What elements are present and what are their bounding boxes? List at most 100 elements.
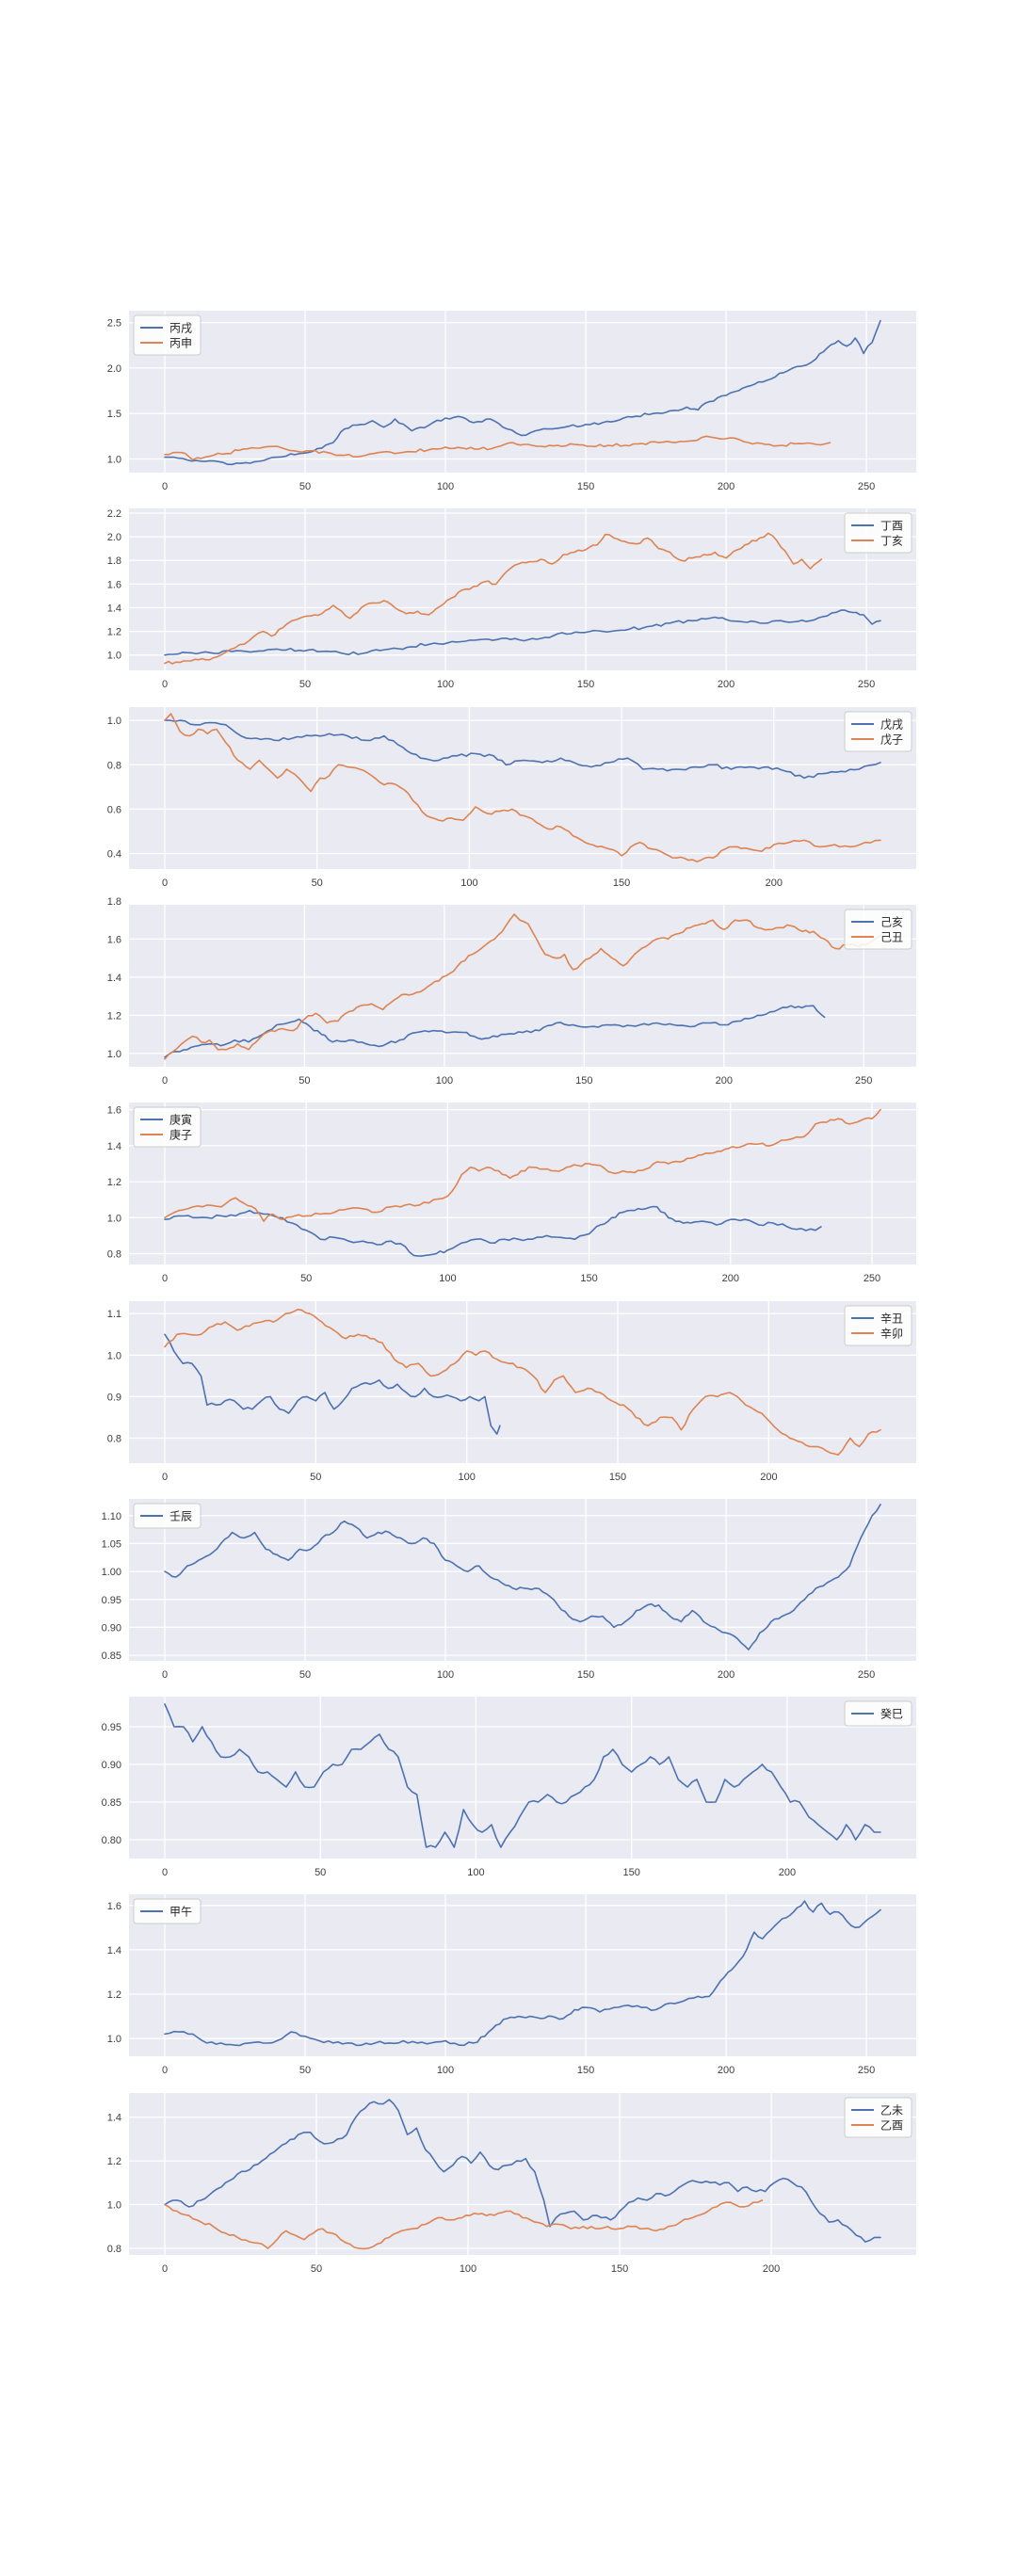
svg-text:200: 200 bbox=[722, 1273, 739, 1284]
svg-text:1.0: 1.0 bbox=[107, 716, 121, 727]
plot-area bbox=[129, 508, 916, 670]
svg-text:1.0: 1.0 bbox=[107, 455, 121, 466]
svg-text:2.0: 2.0 bbox=[107, 532, 121, 543]
svg-text:100: 100 bbox=[437, 2065, 454, 2076]
y-tick-labels: 1.1 1.0 0.9 0.8 bbox=[107, 1309, 121, 1444]
svg-text:150: 150 bbox=[580, 1273, 597, 1284]
chart-9: 1.6 1.4 1.2 1.0 0 50 100 150 200 250 甲午 bbox=[107, 1894, 916, 2076]
svg-text:100: 100 bbox=[467, 1867, 484, 1878]
svg-text:0.90: 0.90 bbox=[102, 1760, 121, 1771]
svg-text:1.05: 1.05 bbox=[102, 1538, 121, 1550]
grid bbox=[129, 508, 916, 670]
legend-label: 辛卯 bbox=[880, 1328, 903, 1341]
x-tick-labels: 0 50 100 150 200 250 bbox=[162, 1273, 880, 1284]
svg-text:100: 100 bbox=[437, 679, 454, 690]
chart-7: 1.10 1.05 1.00 0.95 0.90 0.85 0 50 100 150 200 250 壬… bbox=[102, 1499, 916, 1681]
svg-text:200: 200 bbox=[718, 1669, 734, 1681]
svg-text:2.0: 2.0 bbox=[107, 363, 121, 375]
svg-text:200: 200 bbox=[716, 1075, 733, 1087]
svg-text:200: 200 bbox=[718, 2065, 734, 2076]
svg-text:100: 100 bbox=[439, 1273, 456, 1284]
legend: 壬辰 bbox=[133, 1503, 202, 1529]
grid bbox=[129, 707, 916, 869]
legend-label: 庚寅 bbox=[170, 1113, 192, 1127]
svg-text:0: 0 bbox=[162, 1273, 168, 1284]
svg-text:0.8: 0.8 bbox=[107, 760, 121, 771]
svg-text:200: 200 bbox=[760, 1472, 777, 1483]
legend-label: 乙酉 bbox=[880, 2119, 903, 2133]
svg-text:200: 200 bbox=[718, 481, 734, 492]
series-line-2 bbox=[164, 1309, 881, 1456]
svg-text:100: 100 bbox=[460, 2263, 476, 2275]
svg-text:150: 150 bbox=[575, 1075, 592, 1087]
svg-text:150: 150 bbox=[577, 2065, 594, 2076]
legend-label: 壬辰 bbox=[170, 1510, 192, 1523]
series-line-2 bbox=[164, 435, 831, 461]
svg-text:1.6: 1.6 bbox=[107, 934, 121, 945]
svg-text:0.95: 0.95 bbox=[102, 1722, 121, 1733]
svg-text:0: 0 bbox=[162, 2065, 168, 2076]
svg-text:50: 50 bbox=[299, 679, 311, 690]
plot-area bbox=[129, 1894, 916, 2056]
svg-text:0.6: 0.6 bbox=[107, 804, 121, 815]
plot-area bbox=[129, 905, 916, 1067]
svg-text:0.80: 0.80 bbox=[102, 1835, 121, 1846]
svg-text:0: 0 bbox=[162, 2263, 168, 2275]
svg-text:1.0: 1.0 bbox=[107, 1213, 121, 1224]
y-tick-labels: 0.95 0.90 0.85 0.80 bbox=[102, 1722, 121, 1846]
svg-text:200: 200 bbox=[763, 2263, 780, 2275]
legend-label: 乙未 bbox=[880, 2104, 903, 2117]
svg-text:50: 50 bbox=[311, 2263, 322, 2275]
svg-text:1.2: 1.2 bbox=[107, 2156, 121, 2167]
y-tick-labels: 1.6 1.4 1.2 1.0 0.8 bbox=[107, 1105, 121, 1261]
series-line-1 bbox=[164, 1333, 501, 1435]
legend-label: 戊子 bbox=[880, 733, 903, 747]
legend-label: 丁亥 bbox=[880, 535, 903, 548]
plot-area bbox=[129, 1499, 916, 1661]
svg-text:100: 100 bbox=[460, 877, 477, 889]
grid bbox=[129, 1697, 916, 1859]
svg-text:1.2: 1.2 bbox=[107, 1010, 121, 1022]
svg-text:0.8: 0.8 bbox=[107, 2244, 121, 2255]
legend-label: 丙戌 bbox=[170, 322, 192, 335]
series-line-2 bbox=[164, 913, 881, 1060]
svg-text:1.4: 1.4 bbox=[107, 2113, 121, 2124]
x-tick-labels: 0 50 100 150 200 bbox=[162, 1867, 796, 1878]
x-tick-labels: 0 50 100 150 200 250 bbox=[162, 2065, 875, 2076]
svg-text:1.2: 1.2 bbox=[107, 627, 121, 638]
series-line-1 bbox=[164, 609, 881, 656]
svg-text:0: 0 bbox=[162, 1669, 168, 1681]
svg-text:0.85: 0.85 bbox=[102, 1797, 121, 1809]
svg-text:1.6: 1.6 bbox=[107, 1105, 121, 1117]
series-line-1 bbox=[164, 719, 881, 780]
legend-label: 丁酉 bbox=[880, 520, 903, 533]
svg-text:0: 0 bbox=[162, 877, 168, 889]
svg-text:1.4: 1.4 bbox=[107, 1945, 121, 1956]
svg-text:0.8: 0.8 bbox=[107, 1249, 121, 1261]
svg-text:0: 0 bbox=[162, 1867, 168, 1878]
series-line-1 bbox=[164, 1005, 826, 1058]
y-tick-labels: 1.8 1.6 1.4 1.2 1.0 bbox=[107, 896, 121, 1060]
legend-label: 戊戌 bbox=[880, 718, 903, 732]
grid bbox=[129, 1301, 916, 1463]
legend-label: 甲午 bbox=[170, 1906, 192, 1919]
x-tick-labels: 0 50 100 150 200 250 bbox=[162, 1669, 875, 1681]
svg-text:0.95: 0.95 bbox=[102, 1595, 121, 1606]
x-tick-labels: 0 50 100 150 200 250 bbox=[162, 1075, 872, 1087]
svg-text:1.0: 1.0 bbox=[107, 2200, 121, 2212]
svg-text:150: 150 bbox=[577, 1669, 594, 1681]
chart-8: 0.95 0.90 0.85 0.80 0 50 100 150 200 癸巳 bbox=[102, 1697, 916, 1878]
plot-area bbox=[129, 1103, 916, 1264]
svg-text:50: 50 bbox=[315, 1867, 326, 1878]
svg-text:250: 250 bbox=[858, 1669, 875, 1681]
svg-text:1.4: 1.4 bbox=[107, 1141, 121, 1152]
svg-text:1.8: 1.8 bbox=[107, 896, 121, 908]
